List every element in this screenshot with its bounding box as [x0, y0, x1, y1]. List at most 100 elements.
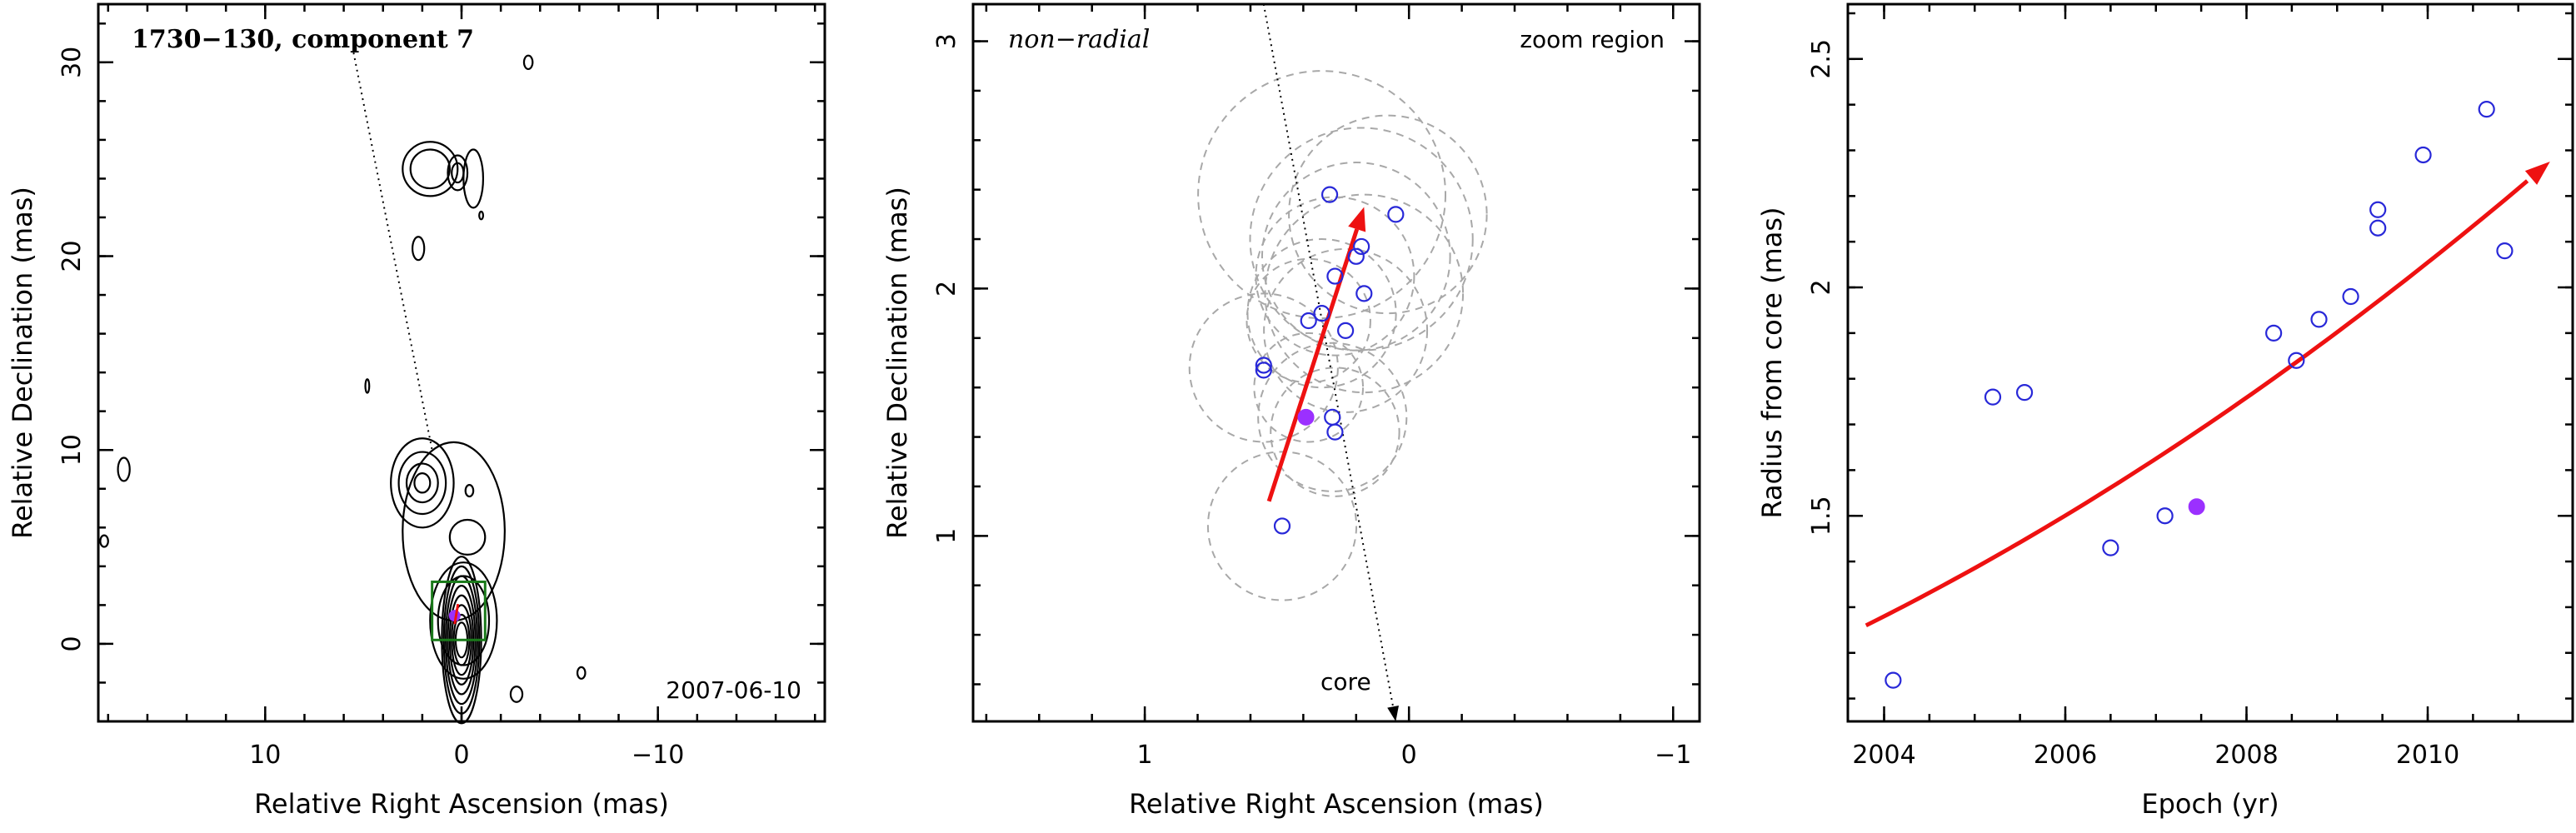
data-point — [1273, 517, 1291, 535]
core-label: core — [1320, 668, 1371, 696]
y-axis-label-right: Radius from core (mas) — [1756, 207, 1788, 518]
y-tick-label: 1.5 — [1807, 496, 1836, 536]
data-point — [2265, 324, 2283, 342]
y-tick-label: 2 — [1807, 279, 1836, 295]
data-point — [2496, 242, 2514, 260]
zoom-region-label: zoom region — [1520, 26, 1665, 53]
contour-line — [390, 437, 455, 529]
contour-line — [437, 575, 491, 666]
panel-contour-map: 10 0 −10 0 10 20 30 1730−130, component 7 2007… — [7, 2, 826, 820]
contour-line — [478, 210, 485, 221]
data-point — [2369, 219, 2387, 237]
y-tick-label: 2.5 — [1807, 39, 1836, 79]
data-point — [1984, 388, 2002, 406]
x-axis-label-middle: Relative Right Ascension (mas) — [1129, 788, 1544, 820]
contour-line — [462, 148, 485, 209]
contour-line — [429, 561, 498, 680]
error-circle — [1188, 292, 1339, 443]
error-circle — [1263, 247, 1429, 413]
data-point — [1355, 285, 1373, 302]
contour-line — [99, 534, 109, 548]
error-circle — [1197, 70, 1447, 320]
x-tick-label: 2004 — [1852, 741, 1915, 770]
data-point — [1387, 206, 1405, 223]
data-point — [1255, 357, 1272, 374]
contour-line — [397, 451, 447, 516]
y-tick-label: 10 — [57, 434, 87, 466]
contour-line — [448, 518, 487, 556]
x-tick-label: 0 — [1401, 741, 1417, 770]
contour-line — [402, 141, 459, 197]
contour-line — [576, 666, 587, 680]
contour-line — [117, 456, 131, 482]
ticks-middle: 1 0 −1 1 2 3 — [932, 4, 1700, 770]
data-point — [2102, 539, 2119, 556]
contour-line — [411, 236, 426, 262]
x-tick-label: 10 — [249, 741, 281, 770]
zoom-region-box — [431, 580, 487, 641]
jet-axis-line-zoom — [1262, 3, 1397, 722]
y-tick-label: 3 — [932, 33, 961, 49]
y-tick-label: 30 — [57, 47, 87, 78]
x-tick-label: −10 — [632, 741, 684, 770]
panel-zoom-region: 1 0 −1 1 2 3 non−radial zoom region core Rela… — [881, 2, 1701, 820]
y-tick-label: 0 — [57, 636, 87, 651]
error-circle — [1246, 257, 1371, 384]
fit-curve-arrowhead — [2524, 162, 2550, 185]
axes-frame-right — [1846, 2, 2574, 723]
data-point — [2310, 311, 2328, 328]
x-tick-label: −1 — [1655, 741, 1691, 770]
contour-line — [409, 148, 451, 190]
data-point — [2414, 146, 2432, 164]
data-point — [1300, 312, 1317, 330]
contour-line — [405, 462, 439, 504]
error-circles — [1188, 70, 1488, 601]
axes-frame-left — [97, 2, 826, 723]
contour-line — [509, 686, 524, 703]
contour-layer — [99, 54, 587, 725]
data-point — [2156, 507, 2174, 525]
component-vector — [453, 603, 460, 625]
data-point — [2369, 201, 2387, 218]
component-marker — [448, 603, 461, 625]
contour-line — [522, 54, 534, 71]
data-point — [1255, 362, 1272, 379]
x-tick-label: 1 — [1137, 741, 1153, 770]
epoch-annotation: 2007-06-10 — [666, 676, 801, 704]
data-point-highlight — [2188, 498, 2205, 516]
data-point — [2342, 287, 2359, 306]
x-tick-label: 2006 — [2034, 741, 2097, 770]
error-circle — [1288, 114, 1488, 315]
data-point — [1313, 305, 1330, 322]
error-circle — [1253, 332, 1365, 443]
contour-line — [413, 472, 432, 494]
y-tick-label: 1 — [932, 528, 961, 544]
ticks-left: 10 0 −10 0 10 20 30 — [57, 4, 825, 770]
contour-line — [447, 154, 469, 192]
x-tick-label: 2010 — [2396, 741, 2459, 770]
axes-frame-middle — [971, 2, 1701, 723]
data-point — [1324, 408, 1341, 426]
data-point — [1320, 186, 1339, 203]
y-axis-label-left: Relative Declination (mas) — [7, 187, 38, 539]
motion-vector-arrow — [1266, 228, 1360, 502]
panel-radius-vs-epoch: 2004 2006 2008 2010 1.5 2 2.5 Epoch (yr) Radiu… — [1756, 2, 2574, 820]
error-circle — [1255, 196, 1415, 357]
data-point — [1353, 237, 1370, 256]
fit-curve — [1865, 179, 2529, 628]
motion-vector-arrowhead — [1348, 207, 1366, 232]
position-points — [1255, 186, 1405, 535]
data-point — [1326, 423, 1344, 441]
core-arrowhead — [1387, 706, 1399, 721]
data-point — [1885, 671, 1902, 689]
y-tick-label: 20 — [57, 240, 87, 272]
x-tick-label: 2008 — [2214, 741, 2278, 770]
data-point-highlight — [1297, 408, 1315, 426]
error-circle — [1257, 342, 1408, 492]
data-point — [2478, 101, 2495, 118]
data-point — [1336, 322, 1355, 340]
contour-line — [464, 484, 475, 498]
radius-points — [1885, 101, 2514, 689]
contour-line — [364, 378, 371, 394]
